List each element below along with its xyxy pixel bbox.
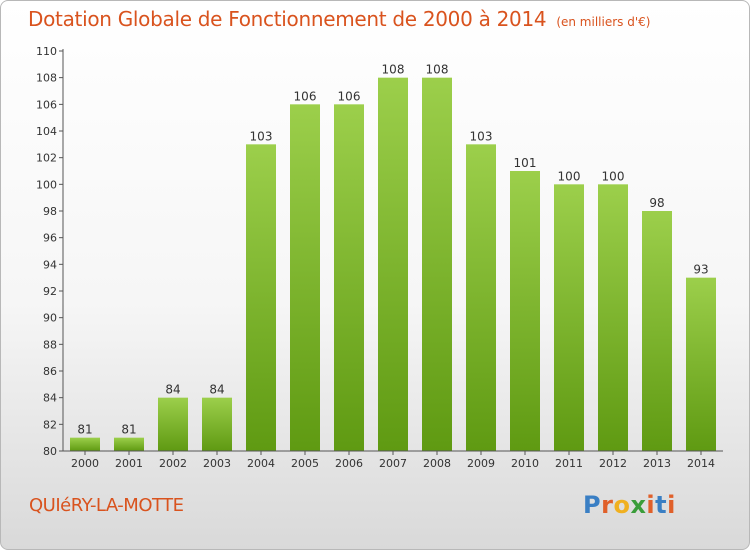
bar-2006 xyxy=(334,104,364,451)
bar-2002 xyxy=(158,397,188,451)
x-tick-label-2006: 2006 xyxy=(335,457,363,470)
data-label-2008: 108 xyxy=(426,63,449,77)
data-label-2012: 100 xyxy=(602,169,625,183)
x-tick-label-2013: 2013 xyxy=(643,457,671,470)
y-tick-label: 110 xyxy=(36,45,57,58)
bar-2004 xyxy=(246,144,276,452)
y-tick-label: 92 xyxy=(43,285,57,298)
y-tick-label: 102 xyxy=(36,152,57,165)
x-tick-label-2014: 2014 xyxy=(687,457,715,470)
x-tick-label-2005: 2005 xyxy=(291,457,319,470)
y-tick-label: 86 xyxy=(43,365,57,378)
logo-letter: t xyxy=(655,491,668,519)
logo-letter: i xyxy=(667,491,676,519)
bar-2014 xyxy=(686,277,716,451)
data-label-2001: 81 xyxy=(121,423,136,437)
bar-2005 xyxy=(290,104,320,451)
bar-2008 xyxy=(422,77,452,452)
commune-name: QUIéRY-LA-MOTTE xyxy=(29,495,184,516)
y-tick-label: 88 xyxy=(43,338,57,351)
x-tick-label-2008: 2008 xyxy=(423,457,451,470)
bar-2013 xyxy=(642,211,672,451)
y-tick-label: 106 xyxy=(36,98,57,111)
logo-letter: P xyxy=(583,491,602,519)
x-tick-label-2012: 2012 xyxy=(599,457,627,470)
data-label-2014: 93 xyxy=(693,263,708,277)
bar-2010 xyxy=(510,171,540,451)
data-label-2005: 106 xyxy=(294,89,317,103)
x-tick-label-2007: 2007 xyxy=(379,457,407,470)
logo-letter: x xyxy=(630,491,647,519)
bar-2007 xyxy=(378,77,408,452)
data-label-2003: 84 xyxy=(209,383,224,397)
x-tick-label-2000: 2000 xyxy=(71,457,99,470)
logo-letter: i xyxy=(646,491,656,519)
x-tick-label-2010: 2010 xyxy=(511,457,539,470)
data-label-2002: 84 xyxy=(165,383,180,397)
data-label-2004: 103 xyxy=(250,129,273,143)
x-tick-label-2004: 2004 xyxy=(247,457,275,470)
chart-title: Dotation Globale de Fonctionnement de 20… xyxy=(28,7,650,31)
data-label-2009: 103 xyxy=(470,129,493,143)
logo-letter: o xyxy=(613,491,631,519)
logo-letter: r xyxy=(601,491,614,519)
x-tick-label-2002: 2002 xyxy=(159,457,187,470)
y-tick-label: 98 xyxy=(43,205,57,218)
bar-2011 xyxy=(554,184,584,452)
x-axis: 2000 2001 2002 2003 2004 2005 2006 2007 2008 2009… xyxy=(63,450,723,470)
y-tick-label: 100 xyxy=(36,178,57,191)
chart-subtitle: (en milliers d'€) xyxy=(556,15,651,29)
data-label-2006: 106 xyxy=(338,89,361,103)
y-tick-label: 94 xyxy=(43,258,57,271)
x-tick-label-2003: 2003 xyxy=(203,457,231,470)
bar-2001 xyxy=(114,437,144,451)
data-label-2010: 101 xyxy=(514,156,537,170)
data-label-2007: 108 xyxy=(382,63,405,77)
data-label-2011: 100 xyxy=(558,169,581,183)
y-axis: 80 82 84 86 88 90 92 94 96 98 100 102 104 106 108 110 xyxy=(36,45,64,458)
bars: 81 81 84 84 103 106 106 108 108 103 101 100 100 98 93 xyxy=(70,63,716,452)
bar-2000 xyxy=(70,437,100,451)
y-tick-label: 90 xyxy=(43,312,57,325)
x-tick-label-2009: 2009 xyxy=(467,457,495,470)
y-tick-label: 80 xyxy=(43,445,57,458)
bar-2003 xyxy=(202,397,232,451)
y-tick-label: 84 xyxy=(43,392,57,405)
chart-title-text: Dotation Globale de Fonctionnement de 20… xyxy=(28,7,547,31)
x-tick-label-2001: 2001 xyxy=(115,457,143,470)
bar-2009 xyxy=(466,144,496,452)
proxiti-logo: Proxiti xyxy=(583,491,676,519)
y-tick-label: 96 xyxy=(43,232,57,245)
bar-2012 xyxy=(598,184,628,452)
data-label-2013: 98 xyxy=(649,196,664,210)
x-tick-label-2011: 2011 xyxy=(555,457,583,470)
data-label-2000: 81 xyxy=(77,423,92,437)
y-tick-label: 104 xyxy=(36,125,57,138)
y-tick-label: 82 xyxy=(43,418,57,431)
y-tick-label: 108 xyxy=(36,72,57,85)
